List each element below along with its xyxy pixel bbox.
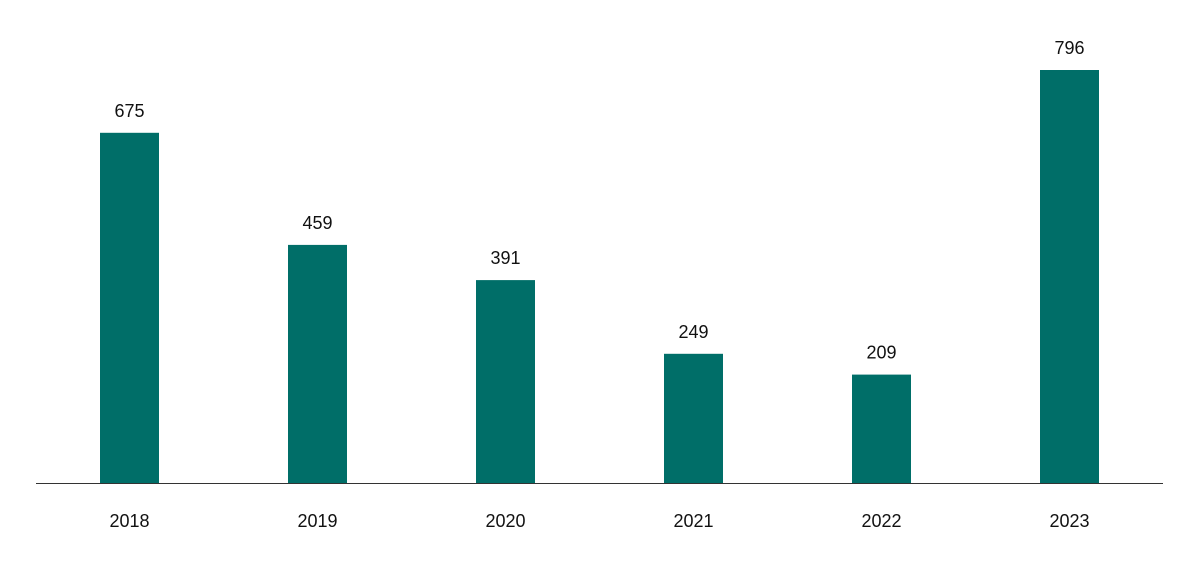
x-tick-label-2018: 2018 xyxy=(109,511,149,531)
x-tick-label-2020: 2020 xyxy=(485,511,525,531)
value-label-2019: 459 xyxy=(302,213,332,233)
value-label-2021: 249 xyxy=(678,322,708,342)
value-label-2023: 796 xyxy=(1054,38,1084,58)
value-label-2020: 391 xyxy=(490,248,520,268)
x-tick-labels-group: 2018 2019 2020 2021 2022 2023 xyxy=(109,511,1089,531)
bar-2019 xyxy=(288,244,347,483)
x-tick-label-2022: 2022 xyxy=(861,511,901,531)
bar-2021 xyxy=(664,353,723,483)
x-tick-label-2019: 2019 xyxy=(297,511,337,531)
value-label-2018: 675 xyxy=(114,101,144,121)
bar-2022 xyxy=(852,374,911,483)
x-tick-label-2021: 2021 xyxy=(673,511,713,531)
bar-2023 xyxy=(1040,70,1099,483)
bar-2018 xyxy=(100,132,159,484)
bar-2020 xyxy=(476,280,535,483)
value-labels-group: 675 459 391 249 209 796 xyxy=(114,38,1084,363)
value-label-2022: 209 xyxy=(866,343,896,363)
bars-group xyxy=(100,70,1099,484)
x-tick-label-2023: 2023 xyxy=(1049,511,1089,531)
